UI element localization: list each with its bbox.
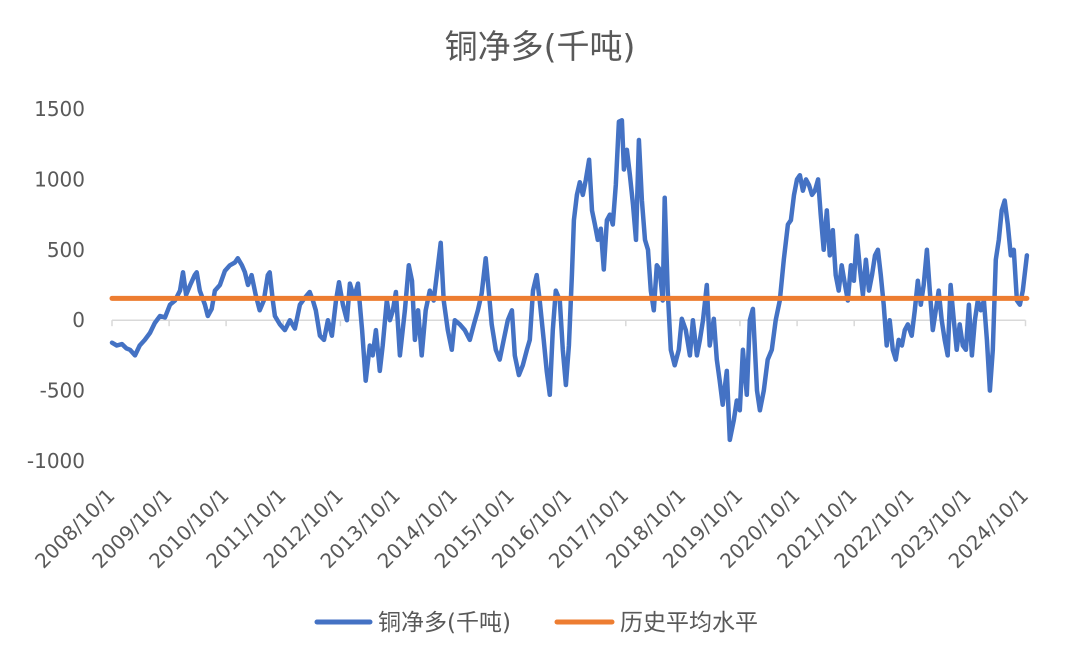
legend-label-historical-average: 历史平均水平 xyxy=(620,610,758,636)
chart-title: 铜净多(千吨) xyxy=(445,27,636,66)
y-tick-label: -500 xyxy=(40,379,85,403)
legend-item-historical-average: 历史平均水平 xyxy=(554,610,758,636)
legend-item-copper-net-long: 铜净多(千吨) xyxy=(314,610,511,636)
legend-label-copper-net-long: 铜净多(千吨) xyxy=(378,610,511,636)
x-axis-ticks: 2008/10/12009/10/12010/10/12011/10/12012… xyxy=(30,320,1033,573)
y-axis-tick-labels: 1500 1000 500 0 -500 -1000 xyxy=(27,97,85,473)
y-tick-label: 1500 xyxy=(34,97,85,121)
copper-net-long-line xyxy=(109,118,1030,443)
plot-series xyxy=(109,118,1030,443)
y-tick-label: 500 xyxy=(47,238,85,262)
y-tick-label: 1000 xyxy=(34,167,85,191)
y-tick-label: 0 xyxy=(72,308,85,332)
legend: 铜净多(千吨) 历史平均水平 xyxy=(314,610,758,636)
y-tick-label: -1000 xyxy=(27,449,85,473)
